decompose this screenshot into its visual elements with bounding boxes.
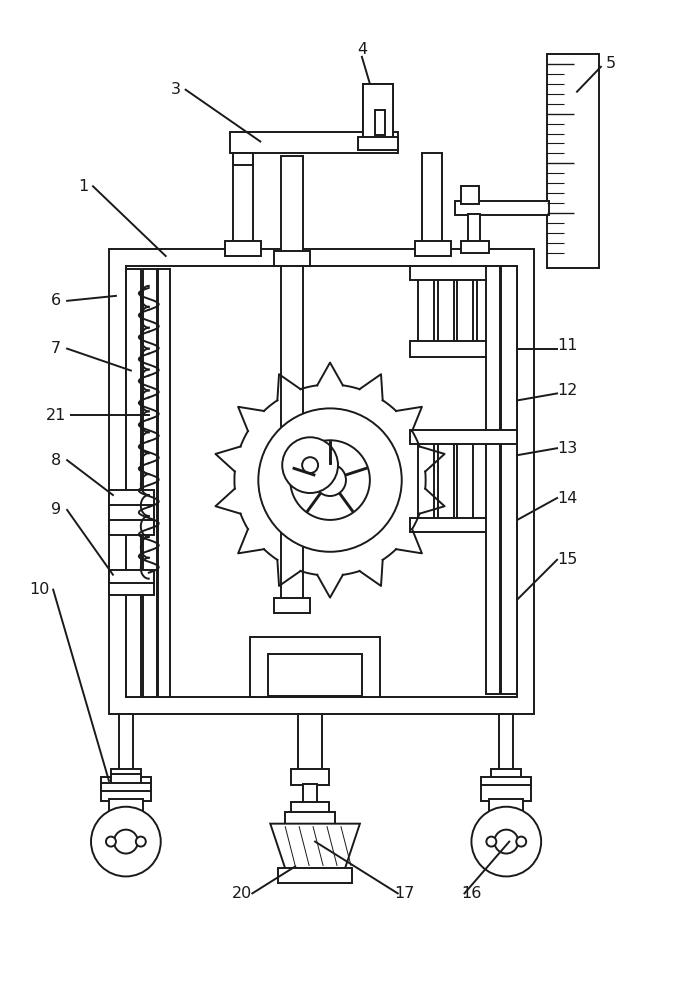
- Text: 13: 13: [557, 441, 577, 456]
- Bar: [250, 637, 380, 697]
- Circle shape: [106, 837, 116, 847]
- Bar: [489, 799, 523, 814]
- Circle shape: [91, 807, 161, 876]
- Text: 17: 17: [394, 886, 415, 901]
- Text: 11: 11: [557, 338, 577, 353]
- Bar: [109, 570, 153, 595]
- Bar: [230, 132, 398, 153]
- Circle shape: [314, 464, 346, 496]
- Text: 14: 14: [557, 491, 577, 506]
- Bar: [462, 241, 489, 253]
- Text: 20: 20: [232, 886, 252, 901]
- Bar: [458, 440, 473, 520]
- Text: 3: 3: [171, 82, 180, 97]
- Bar: [119, 714, 133, 774]
- Bar: [278, 868, 352, 883]
- Bar: [303, 784, 317, 804]
- Bar: [410, 430, 518, 444]
- Bar: [298, 714, 322, 772]
- Bar: [143, 269, 157, 697]
- Bar: [418, 440, 433, 520]
- Circle shape: [495, 830, 518, 854]
- Bar: [285, 812, 335, 827]
- Bar: [410, 266, 518, 280]
- Bar: [275, 251, 310, 266]
- Bar: [157, 269, 170, 697]
- Bar: [281, 266, 303, 440]
- Bar: [109, 520, 153, 535]
- Bar: [111, 769, 141, 781]
- Bar: [410, 341, 518, 357]
- Bar: [358, 137, 398, 150]
- Bar: [499, 714, 513, 774]
- Bar: [269, 654, 362, 696]
- Circle shape: [114, 830, 138, 854]
- Circle shape: [516, 837, 526, 847]
- Circle shape: [136, 837, 146, 847]
- Text: 7: 7: [51, 341, 61, 356]
- Bar: [415, 241, 450, 256]
- Bar: [109, 490, 153, 522]
- Circle shape: [487, 837, 497, 847]
- Text: 21: 21: [46, 408, 67, 423]
- Bar: [437, 440, 454, 520]
- Bar: [281, 455, 303, 600]
- Text: 12: 12: [557, 383, 577, 398]
- Bar: [109, 799, 143, 814]
- Bar: [462, 186, 479, 204]
- Bar: [126, 266, 518, 697]
- Bar: [477, 269, 493, 344]
- Text: 6: 6: [51, 293, 61, 308]
- Bar: [491, 769, 521, 781]
- Polygon shape: [271, 824, 360, 868]
- Bar: [234, 156, 253, 251]
- Bar: [275, 438, 310, 454]
- Text: 8: 8: [51, 453, 61, 468]
- Bar: [458, 269, 473, 344]
- Bar: [275, 598, 310, 613]
- Bar: [437, 269, 454, 344]
- Text: 4: 4: [357, 42, 367, 57]
- Bar: [109, 249, 534, 714]
- Text: 15: 15: [557, 552, 577, 567]
- Bar: [410, 518, 518, 532]
- Bar: [501, 266, 518, 694]
- Text: 5: 5: [606, 56, 616, 71]
- Bar: [291, 769, 329, 785]
- Bar: [422, 153, 441, 243]
- Bar: [468, 214, 481, 244]
- Bar: [375, 110, 385, 135]
- Text: 1: 1: [78, 179, 88, 194]
- Bar: [234, 153, 253, 165]
- Bar: [481, 777, 531, 785]
- Bar: [547, 54, 599, 268]
- Circle shape: [258, 408, 402, 552]
- Circle shape: [290, 440, 370, 520]
- Bar: [281, 156, 303, 254]
- Text: 16: 16: [461, 886, 482, 901]
- Bar: [101, 783, 151, 791]
- Bar: [225, 241, 261, 256]
- Circle shape: [472, 807, 541, 876]
- Text: 10: 10: [29, 582, 49, 597]
- Bar: [363, 84, 393, 138]
- Bar: [481, 781, 531, 801]
- Bar: [111, 774, 141, 786]
- Text: 9: 9: [51, 502, 61, 517]
- Bar: [101, 777, 151, 785]
- Bar: [101, 781, 151, 801]
- Circle shape: [302, 457, 318, 473]
- Bar: [291, 802, 329, 814]
- Bar: [454, 201, 549, 215]
- Bar: [126, 269, 141, 697]
- Circle shape: [282, 437, 338, 493]
- Bar: [363, 84, 393, 138]
- Bar: [487, 266, 500, 694]
- Bar: [418, 269, 433, 344]
